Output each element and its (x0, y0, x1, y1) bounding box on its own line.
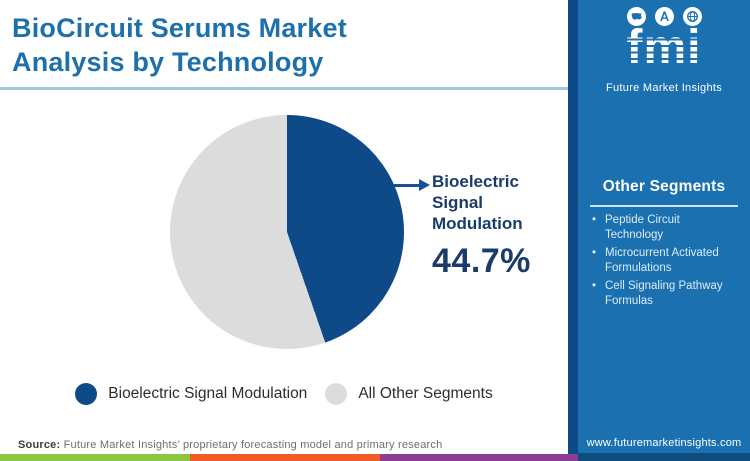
legend-item-other: All Other Segments (325, 383, 493, 405)
page-title-line1: BioCircuit Serums Market (12, 13, 347, 43)
callout-value: 44.7% (432, 242, 531, 280)
sidebar-bottom-band (578, 453, 750, 461)
stripe-orange (190, 454, 380, 461)
stripe-purple (380, 454, 578, 461)
legend-label: Bioelectric Signal Modulation (108, 385, 308, 402)
source-note: Source: Future Market Insights’ propriet… (18, 439, 442, 451)
pie-callout: Bioelectric Signal Modulation 44.7% (432, 171, 531, 281)
legend-swatch-navy (75, 383, 98, 405)
brand-text: fmi (626, 21, 702, 74)
page-title: BioCircuit Serums Market Analysis by Tec… (12, 11, 347, 79)
callout-arrow-icon (419, 179, 430, 191)
logo-icons (578, 7, 750, 26)
sidebar: fmi Future Market Insights Other Segment… (578, 0, 750, 461)
sidebar-divider-strip (568, 0, 578, 461)
footer-stripes (0, 454, 578, 461)
segment-list: Peptide Circuit Technology Microcurrent … (590, 213, 738, 308)
callout-label-line3: Modulation (432, 214, 523, 233)
legend-item-bioelectric: Bioelectric Signal Modulation (75, 383, 307, 405)
segment-list-item: Microcurrent Activated Formulations (590, 246, 738, 275)
callout-label-line1: Bioelectric (432, 172, 519, 191)
brand-wordmark: fmi (618, 24, 710, 80)
stripe-green (0, 454, 190, 461)
globe-icon (682, 7, 702, 26)
other-segments-panel: Other Segments Peptide Circuit Technolog… (578, 178, 750, 312)
us-map-icon (626, 7, 646, 26)
callout-label: Bioelectric Signal Modulation (432, 171, 531, 234)
callout-label-line2: Signal (432, 193, 484, 212)
source-text: Future Market Insights’ proprietary fore… (63, 439, 443, 451)
title-divider (0, 87, 568, 90)
page-title-line2: Analysis by Technology (12, 47, 324, 77)
chart-legend: Bioelectric Signal Modulation All Other … (0, 383, 568, 405)
segment-list-item: Cell Signaling Pathway Formulas (590, 279, 738, 308)
pie-chart (170, 115, 404, 349)
callout-arrow-line (394, 184, 420, 187)
segment-list-item: Peptide Circuit Technology (590, 213, 738, 242)
compass-icon (654, 7, 674, 26)
logo-tagline: Future Market Insights (605, 82, 723, 94)
legend-swatch-gray (325, 383, 348, 405)
other-segments-heading: Other Segments (602, 178, 726, 195)
source-prefix: Source: (18, 439, 61, 451)
legend-label: All Other Segments (358, 385, 493, 402)
main-content: BioCircuit Serums Market Analysis by Tec… (0, 11, 568, 451)
other-segments-divider (590, 205, 738, 207)
website-link[interactable]: www.futuremarketinsights.com (586, 437, 742, 449)
fmi-logo: fmi Future Market Insights (578, 7, 750, 94)
